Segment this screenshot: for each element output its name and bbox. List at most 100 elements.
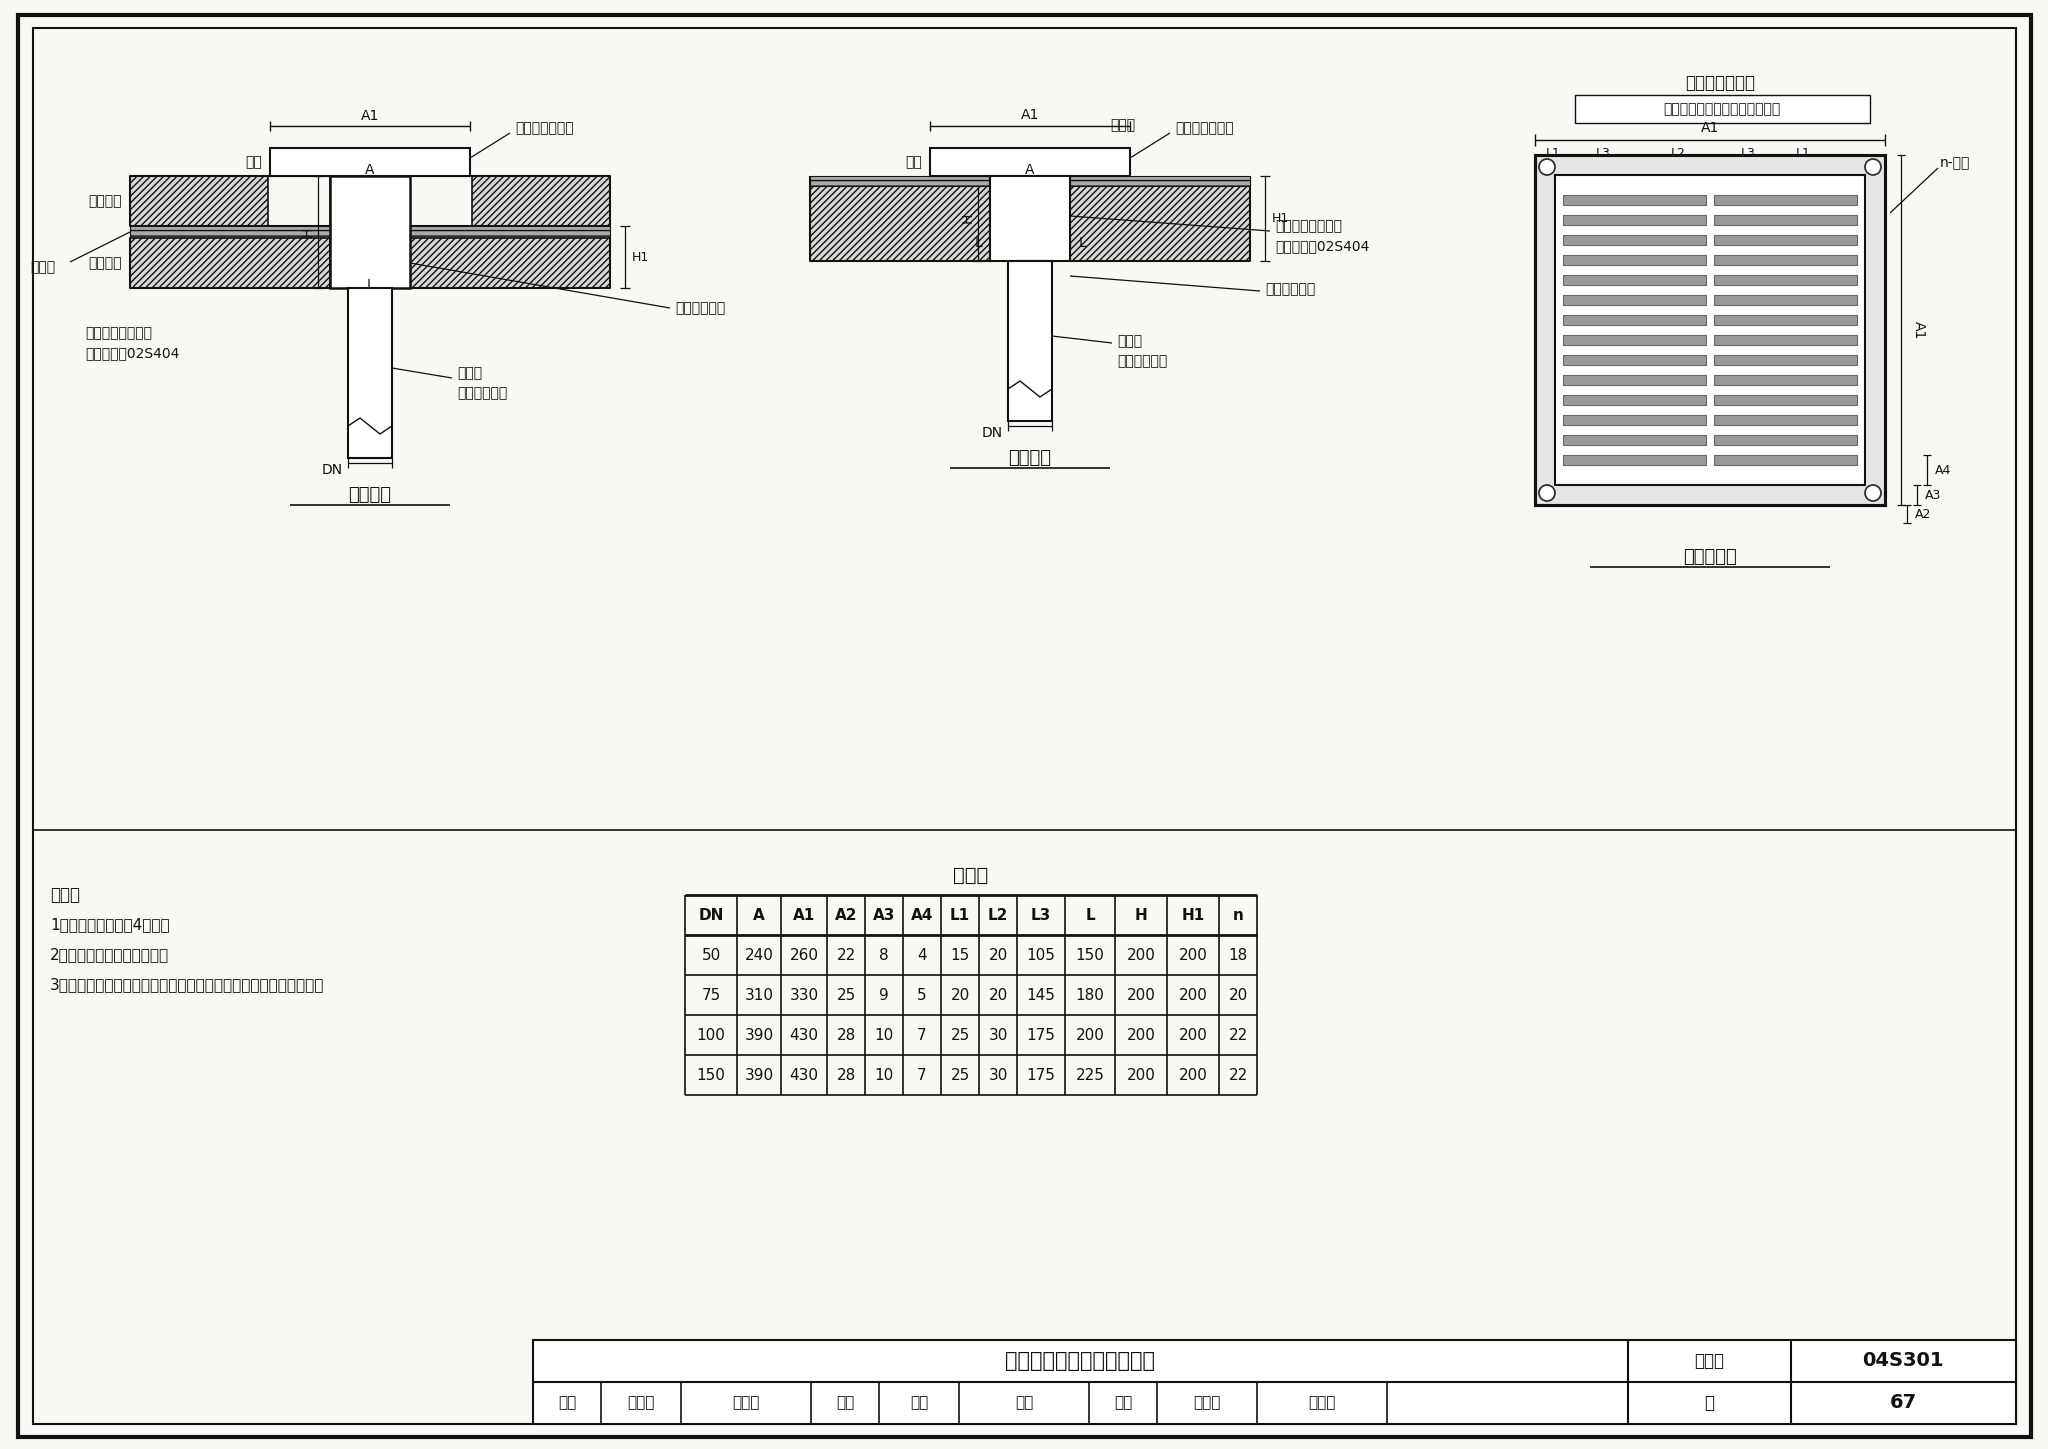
Circle shape [1538,159,1554,175]
Text: 310: 310 [745,988,774,1003]
Text: 390: 390 [743,1068,774,1082]
Bar [1563,435,1706,445]
Bar [1563,196,1706,204]
Text: n: n [1233,907,1243,923]
Text: 水景池排水口配件及安装图: 水景池排水口配件及安装图 [1006,1350,1155,1371]
Bar [1069,185,1249,261]
Text: H: H [301,227,315,238]
Text: 200: 200 [1178,988,1208,1003]
Text: A3: A3 [872,907,895,923]
Text: 20: 20 [1229,988,1247,1003]
Text: 8: 8 [879,948,889,962]
Text: 说明：: 说明： [49,885,80,904]
Bar [1563,235,1706,245]
Text: 240: 240 [745,948,774,962]
Text: 25: 25 [950,1068,969,1082]
Text: 混凝土板: 混凝土板 [88,194,123,209]
Text: A1: A1 [360,109,379,123]
Text: 200: 200 [1178,1027,1208,1042]
Bar [811,175,989,185]
Bar [1714,235,1858,245]
Text: 审核: 审核 [557,1395,575,1410]
Text: 28: 28 [836,1027,856,1042]
Text: 330: 330 [788,988,819,1003]
Text: L: L [975,236,981,251]
Bar [1563,455,1706,465]
Text: 预埋刚性防水套管: 预埋刚性防水套管 [1276,219,1341,233]
Text: 池底: 池底 [905,155,922,170]
Text: 30: 30 [989,1068,1008,1082]
Text: A1: A1 [793,907,815,923]
Text: 145: 145 [1026,988,1055,1003]
Text: 排水口盖板: 排水口盖板 [1683,548,1737,567]
Text: A: A [754,907,764,923]
Text: 390: 390 [743,1027,774,1042]
Text: 175: 175 [1026,1068,1055,1082]
Text: 15: 15 [950,948,969,962]
Bar [129,175,268,226]
Text: L3: L3 [1030,907,1051,923]
Text: 28: 28 [836,1068,856,1082]
Bar [1563,355,1706,365]
Text: DN: DN [981,426,1004,440]
Text: 25: 25 [836,988,856,1003]
Text: H1: H1 [1272,212,1288,225]
Text: 尺寸表: 尺寸表 [954,865,989,884]
Text: 200: 200 [1126,1068,1155,1082]
Bar [1008,261,1053,422]
Text: 67: 67 [1890,1394,1917,1413]
Text: 3、所有穿管处结构加厘处理的设计数据仅为参考，详见结构设计。: 3、所有穿管处结构加厘处理的设计数据仅为参考，详见结构设计。 [49,978,324,993]
Text: L: L [1085,907,1096,923]
Text: 页: 页 [1704,1394,1714,1411]
Text: A1: A1 [1913,320,1925,339]
Text: 10: 10 [874,1027,893,1042]
Text: 22: 22 [1229,1027,1247,1042]
Text: 200: 200 [1126,1027,1155,1042]
Bar [1714,255,1858,265]
Bar [1714,275,1858,285]
Text: 徐琴: 徐琴 [909,1395,928,1410]
Text: 22: 22 [836,948,856,962]
Text: L1: L1 [950,907,971,923]
Text: 04S301: 04S301 [1862,1352,1944,1371]
Text: 设计: 设计 [1114,1395,1133,1410]
Bar [1563,214,1706,225]
Bar [811,185,989,261]
Text: 30: 30 [989,1027,1008,1042]
Bar [1714,455,1858,465]
Text: A1: A1 [1020,109,1038,122]
Text: H: H [961,213,975,223]
Text: 105: 105 [1026,948,1055,962]
Bar [1563,296,1706,304]
Text: 预埋刚性防水套管: 预埋刚性防水套管 [86,326,152,341]
Bar [410,238,610,288]
Text: H1: H1 [1182,907,1204,923]
Text: 校对: 校对 [836,1395,854,1410]
Text: A2: A2 [836,907,858,923]
Text: A1: A1 [1700,122,1718,135]
Bar [1714,296,1858,304]
Circle shape [1866,159,1880,175]
Text: 2、放空管管径经计算确定。: 2、放空管管径经计算确定。 [49,948,170,962]
Text: 7: 7 [918,1027,928,1042]
Text: 200: 200 [1178,1068,1208,1082]
Text: L: L [1077,236,1085,251]
Bar [1714,375,1858,385]
Text: L1: L1 [1546,146,1561,159]
Text: A4: A4 [911,907,934,923]
Bar [1714,335,1858,345]
Text: A2: A2 [1915,507,1931,520]
Text: 150: 150 [1075,948,1104,962]
Text: 200: 200 [1126,988,1155,1003]
Text: 18: 18 [1229,948,1247,962]
Bar [1563,396,1706,406]
Bar [471,175,610,226]
Bar [1575,96,1870,123]
Text: 9: 9 [879,988,889,1003]
Bar [1714,435,1858,445]
Bar [1563,314,1706,325]
Bar [1714,214,1858,225]
Text: 225: 225 [1075,1068,1104,1082]
Text: 管材由设计定: 管材由设计定 [457,385,508,400]
Text: 池底: 池底 [246,155,262,170]
